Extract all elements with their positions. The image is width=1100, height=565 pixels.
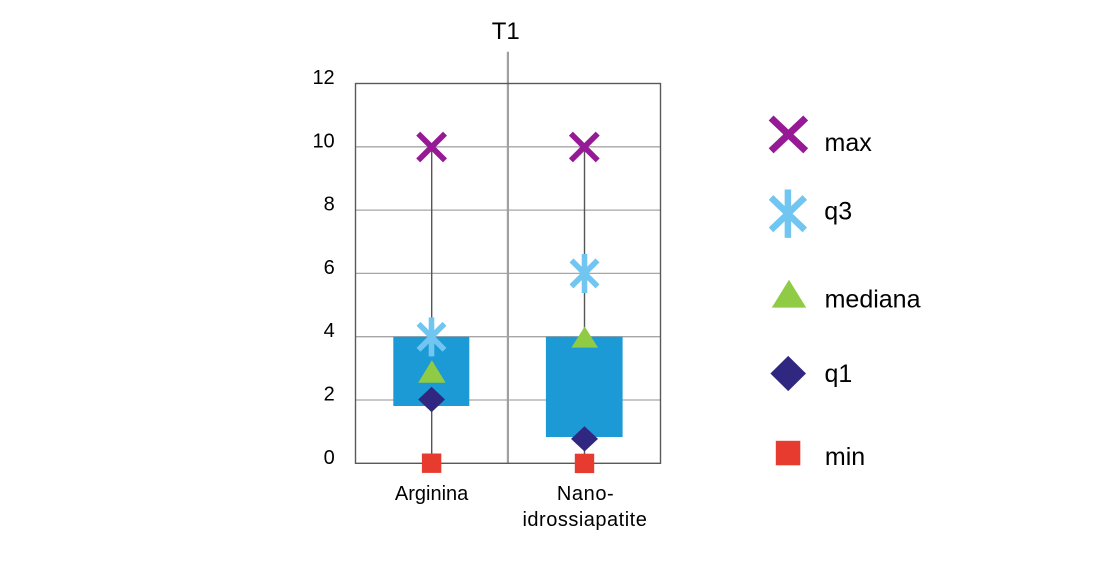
svg-text:max: max (825, 129, 873, 157)
svg-text:q1: q1 (825, 360, 853, 388)
svg-text:4: 4 (324, 320, 335, 342)
svg-text:T1: T1 (492, 18, 520, 45)
svg-text:6: 6 (324, 257, 335, 279)
svg-text:Nano-: Nano- (557, 483, 614, 505)
svg-text:12: 12 (312, 67, 334, 89)
svg-text:mediana: mediana (825, 286, 921, 314)
svg-text:2: 2 (324, 384, 335, 406)
svg-text:q3: q3 (824, 197, 852, 225)
svg-text:10: 10 (312, 130, 334, 152)
svg-text:idrossiapatite: idrossiapatite (522, 509, 647, 531)
svg-text:min: min (825, 443, 865, 471)
svg-text:8: 8 (324, 194, 335, 216)
svg-text:Arginina: Arginina (395, 483, 469, 505)
svg-text:0: 0 (324, 447, 335, 469)
